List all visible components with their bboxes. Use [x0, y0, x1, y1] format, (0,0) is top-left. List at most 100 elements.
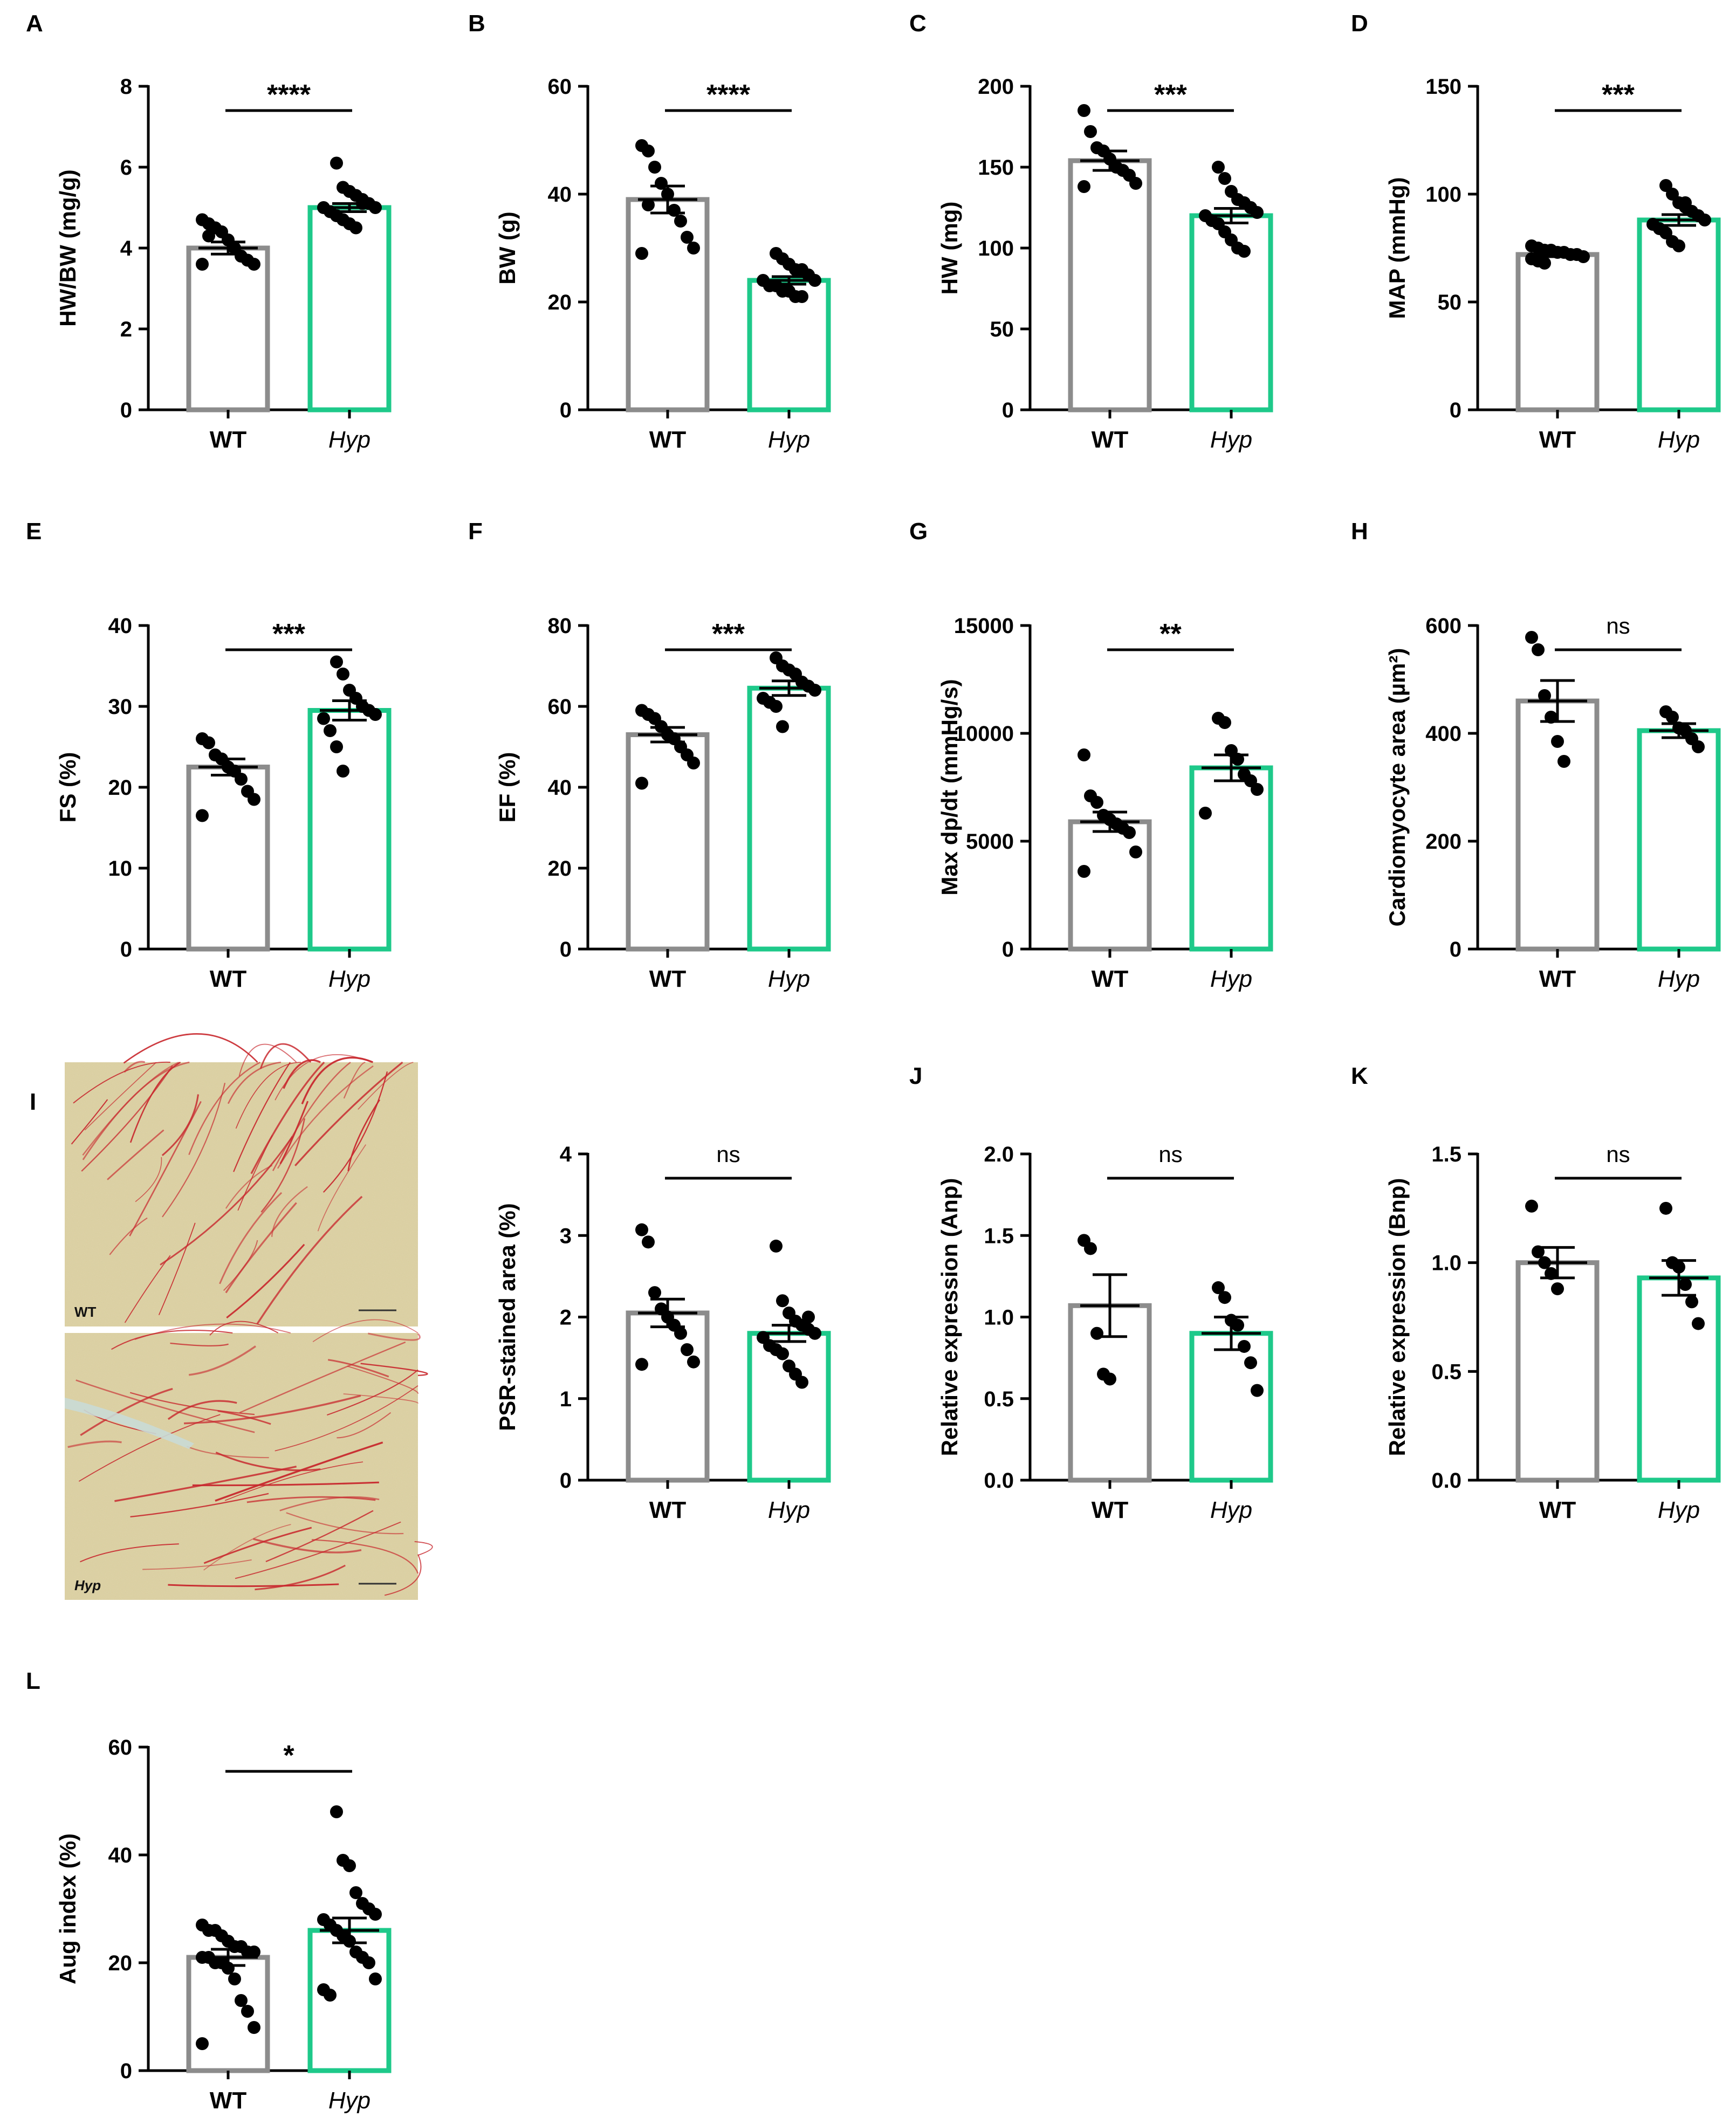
- data-point-hyp: [349, 221, 362, 235]
- collagen-fiber: [71, 1099, 108, 1145]
- data-point-hyp: [349, 1886, 362, 1899]
- data-point-wt: [1090, 796, 1103, 809]
- data-point-hyp: [776, 1294, 789, 1308]
- y-tick-label: 10: [108, 857, 133, 881]
- collagen-fiber: [343, 1393, 418, 1404]
- collagen-fiber: [123, 1033, 258, 1064]
- data-point-wt: [1538, 257, 1551, 270]
- collagen-fiber: [135, 1157, 162, 1202]
- collagen-fiber: [246, 1496, 376, 1503]
- x-tick-label: WT: [649, 966, 687, 992]
- chart-F: F 0 20 40 60 80 EF (%) WT Hyp ***: [468, 518, 831, 992]
- data-point-hyp: [1199, 807, 1212, 820]
- data-point-wt: [642, 1235, 655, 1249]
- data-point-hyp: [776, 720, 789, 733]
- data-point-hyp: [808, 684, 821, 697]
- data-point-wt: [642, 145, 655, 157]
- data-point-wt: [674, 215, 687, 228]
- collagen-fiber: [107, 1129, 164, 1180]
- collagen-fiber: [192, 1481, 379, 1487]
- y-tick-label: 5000: [966, 830, 1014, 854]
- y-tick-label: 0: [120, 938, 132, 961]
- collagen-fiber: [78, 1414, 221, 1482]
- collagen-fiber: [186, 1446, 269, 1459]
- collagen-fiber: [130, 1493, 269, 1518]
- data-point-wt: [248, 1946, 260, 1958]
- collagen-fiber: [260, 1118, 306, 1213]
- x-tick-label: Hyp: [1658, 966, 1700, 992]
- collagen-fiber: [129, 1392, 255, 1415]
- data-point-hyp: [802, 269, 815, 281]
- chart-J: J 0.0 0.5 1.0 1.5 2.0 Relative expression (Anp…: [909, 1063, 1273, 1523]
- collagen-fiber: [235, 1062, 301, 1129]
- y-tick-label: 30: [108, 695, 133, 719]
- y-tick-label: 80: [548, 614, 572, 638]
- y-tick-label: 0: [1450, 938, 1461, 961]
- data-point-wt: [635, 776, 648, 790]
- data-point-hyp: [1685, 1295, 1698, 1309]
- data-point-wt: [655, 177, 668, 190]
- collagen-fiber: [275, 1385, 418, 1452]
- y-tick-label: 150: [1425, 75, 1461, 99]
- panel-letter-B: B: [468, 10, 485, 37]
- data-point-hyp: [1251, 1384, 1264, 1397]
- y-tick-label: 60: [548, 695, 572, 719]
- data-point-hyp: [369, 1908, 382, 1921]
- collagen-fiber: [168, 1583, 339, 1587]
- y-tick-label: 100: [1425, 183, 1461, 207]
- data-point-hyp: [1244, 201, 1257, 214]
- data-point-wt: [1525, 1199, 1538, 1213]
- data-point-wt: [635, 1223, 648, 1236]
- data-point-wt: [196, 258, 209, 271]
- significance-label: ns: [1606, 1142, 1630, 1167]
- collagen-fiber: [76, 1379, 255, 1433]
- data-point-hyp: [1679, 1278, 1692, 1291]
- collagen-fiber: [271, 1186, 308, 1237]
- y-axis-label: Relative expression (Bnp): [1384, 1178, 1410, 1456]
- panel-letter-E: E: [26, 518, 42, 545]
- collagen-fiber: [188, 1061, 260, 1155]
- y-axis-label: Max dp/dt (mmHg/s): [937, 679, 962, 895]
- panel-letter-D: D: [1351, 10, 1368, 37]
- x-tick-label: WT: [1539, 427, 1576, 453]
- bar-wt: [1068, 158, 1152, 413]
- collagen-fiber: [160, 1136, 293, 1266]
- y-tick-label: 1.0: [1431, 1252, 1461, 1275]
- collagen-fiber: [217, 1410, 271, 1425]
- data-point-hyp: [337, 668, 349, 680]
- y-tick-label: 10000: [954, 722, 1014, 746]
- y-axis-label: Aug index (%): [55, 1833, 80, 1984]
- bar-hyp: [1637, 1275, 1721, 1483]
- collagen-fiber: [327, 1369, 418, 1416]
- bar-hyp: [307, 205, 392, 413]
- y-tick-label: 2: [560, 1306, 572, 1330]
- data-point-wt: [648, 1286, 661, 1300]
- vessel-lumen: [65, 1398, 194, 1449]
- y-tick-label: 0.5: [984, 1387, 1014, 1411]
- data-point-wt: [674, 1326, 687, 1340]
- collagen-fiber: [265, 1510, 374, 1563]
- data-point-wt: [241, 2005, 254, 2018]
- collagen-fiber: [277, 1065, 374, 1169]
- data-point-wt: [1078, 748, 1090, 761]
- data-point-wt: [1078, 865, 1090, 878]
- data-point-hyp: [1692, 740, 1705, 753]
- data-point-hyp: [795, 1376, 808, 1389]
- collagen-fiber: [162, 1083, 226, 1218]
- collagen-fiber: [250, 1061, 325, 1174]
- collagen-fiber: [84, 1062, 157, 1131]
- x-tick-label: WT: [1539, 966, 1576, 992]
- tissue-texture: [65, 1333, 418, 1600]
- x-tick-label: WT: [210, 2087, 247, 2114]
- data-point-hyp: [1679, 196, 1692, 209]
- data-point-wt: [235, 1994, 248, 2007]
- data-point-wt: [228, 1972, 241, 1985]
- x-tick-label: Hyp: [768, 427, 810, 453]
- y-axis-label: HW (mg): [937, 202, 962, 295]
- y-tick-label: 20: [108, 1951, 133, 1975]
- micrograph-hyp: Hyp: [65, 1319, 433, 1600]
- chart-I: I 0 1 2 3 4 PSR-stained area (%) WT Hyp ns: [30, 1089, 831, 1523]
- panel-letter-J: J: [909, 1063, 922, 1089]
- data-point-hyp: [776, 1347, 789, 1360]
- collagen-fiber: [170, 1342, 229, 1347]
